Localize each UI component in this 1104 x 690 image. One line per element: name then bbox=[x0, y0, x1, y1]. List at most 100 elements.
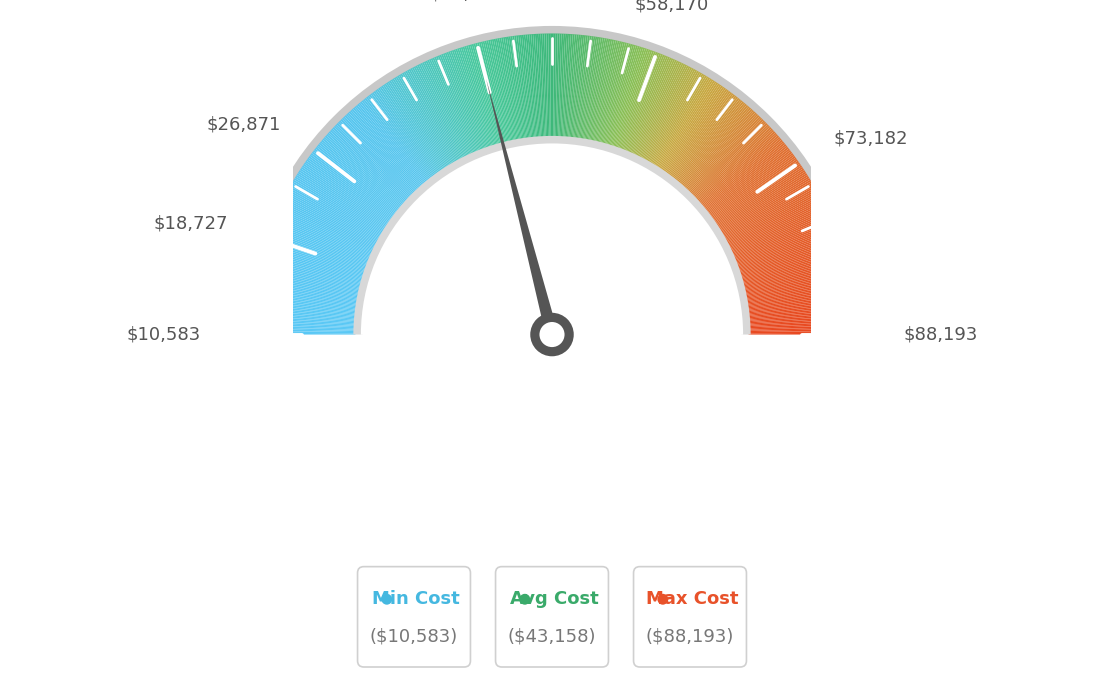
Wedge shape bbox=[306, 159, 392, 221]
Wedge shape bbox=[243, 26, 861, 335]
Wedge shape bbox=[268, 230, 368, 268]
Wedge shape bbox=[394, 77, 449, 167]
Wedge shape bbox=[399, 75, 453, 166]
Wedge shape bbox=[733, 219, 830, 260]
Text: $73,182: $73,182 bbox=[834, 130, 907, 148]
Wedge shape bbox=[749, 327, 853, 331]
Wedge shape bbox=[253, 297, 357, 311]
Wedge shape bbox=[731, 210, 827, 254]
Wedge shape bbox=[743, 267, 846, 292]
Wedge shape bbox=[719, 175, 808, 231]
Wedge shape bbox=[482, 41, 508, 144]
Wedge shape bbox=[264, 247, 364, 279]
Wedge shape bbox=[656, 79, 713, 168]
Wedge shape bbox=[592, 39, 614, 142]
Wedge shape bbox=[705, 147, 788, 213]
Wedge shape bbox=[745, 278, 848, 299]
Wedge shape bbox=[415, 66, 464, 159]
Wedge shape bbox=[646, 70, 697, 162]
Wedge shape bbox=[582, 37, 599, 141]
Wedge shape bbox=[716, 170, 805, 228]
Wedge shape bbox=[531, 34, 540, 139]
Wedge shape bbox=[360, 101, 427, 183]
Wedge shape bbox=[688, 117, 761, 193]
Wedge shape bbox=[487, 40, 510, 143]
Wedge shape bbox=[372, 92, 435, 177]
Wedge shape bbox=[745, 280, 849, 300]
Wedge shape bbox=[728, 198, 821, 246]
Wedge shape bbox=[252, 315, 355, 324]
FancyBboxPatch shape bbox=[496, 566, 608, 667]
Wedge shape bbox=[749, 319, 852, 326]
Wedge shape bbox=[274, 217, 371, 259]
Wedge shape bbox=[667, 90, 729, 175]
Wedge shape bbox=[565, 34, 575, 139]
Wedge shape bbox=[622, 53, 661, 151]
Wedge shape bbox=[601, 43, 628, 144]
Wedge shape bbox=[749, 331, 853, 333]
Wedge shape bbox=[583, 37, 601, 141]
Wedge shape bbox=[479, 42, 506, 144]
Wedge shape bbox=[666, 89, 728, 175]
Wedge shape bbox=[298, 172, 386, 229]
Text: Min Cost: Min Cost bbox=[372, 590, 460, 609]
Wedge shape bbox=[712, 161, 799, 222]
Wedge shape bbox=[715, 167, 803, 226]
Wedge shape bbox=[614, 49, 649, 148]
Wedge shape bbox=[571, 34, 582, 139]
Wedge shape bbox=[744, 275, 848, 297]
Wedge shape bbox=[252, 314, 355, 322]
Wedge shape bbox=[510, 36, 527, 140]
Text: Avg Cost: Avg Cost bbox=[510, 590, 598, 609]
Wedge shape bbox=[533, 34, 541, 139]
Wedge shape bbox=[340, 119, 415, 195]
Wedge shape bbox=[503, 37, 521, 141]
Wedge shape bbox=[363, 99, 429, 181]
Wedge shape bbox=[325, 135, 404, 206]
Wedge shape bbox=[273, 220, 370, 261]
Wedge shape bbox=[743, 264, 845, 289]
Wedge shape bbox=[518, 35, 531, 139]
Wedge shape bbox=[711, 157, 797, 220]
Wedge shape bbox=[616, 50, 652, 149]
Wedge shape bbox=[296, 175, 385, 231]
Wedge shape bbox=[319, 143, 401, 210]
Wedge shape bbox=[383, 84, 443, 172]
Circle shape bbox=[540, 322, 564, 347]
Wedge shape bbox=[746, 291, 850, 308]
Wedge shape bbox=[700, 135, 779, 206]
Wedge shape bbox=[740, 244, 839, 276]
Wedge shape bbox=[364, 98, 431, 181]
Wedge shape bbox=[696, 128, 773, 201]
Wedge shape bbox=[718, 172, 806, 229]
Wedge shape bbox=[593, 40, 616, 142]
Wedge shape bbox=[279, 206, 374, 252]
Wedge shape bbox=[514, 36, 529, 139]
Wedge shape bbox=[612, 48, 645, 148]
Wedge shape bbox=[587, 39, 608, 141]
Wedge shape bbox=[673, 98, 740, 181]
Wedge shape bbox=[427, 60, 471, 156]
Wedge shape bbox=[687, 115, 760, 192]
Wedge shape bbox=[580, 37, 595, 140]
Wedge shape bbox=[725, 191, 818, 242]
Wedge shape bbox=[255, 286, 358, 304]
Wedge shape bbox=[744, 273, 847, 295]
Wedge shape bbox=[395, 77, 450, 167]
Wedge shape bbox=[270, 226, 369, 264]
Wedge shape bbox=[563, 34, 571, 139]
Wedge shape bbox=[603, 44, 633, 145]
Wedge shape bbox=[607, 46, 638, 146]
Text: $18,727: $18,727 bbox=[153, 215, 227, 233]
Wedge shape bbox=[295, 177, 384, 233]
Wedge shape bbox=[655, 79, 712, 168]
Wedge shape bbox=[529, 34, 539, 139]
Wedge shape bbox=[743, 262, 845, 288]
Wedge shape bbox=[251, 329, 355, 332]
Wedge shape bbox=[269, 229, 368, 267]
Wedge shape bbox=[259, 264, 361, 289]
Wedge shape bbox=[742, 258, 843, 286]
Wedge shape bbox=[509, 37, 524, 140]
Wedge shape bbox=[259, 262, 361, 288]
Wedge shape bbox=[255, 284, 359, 303]
